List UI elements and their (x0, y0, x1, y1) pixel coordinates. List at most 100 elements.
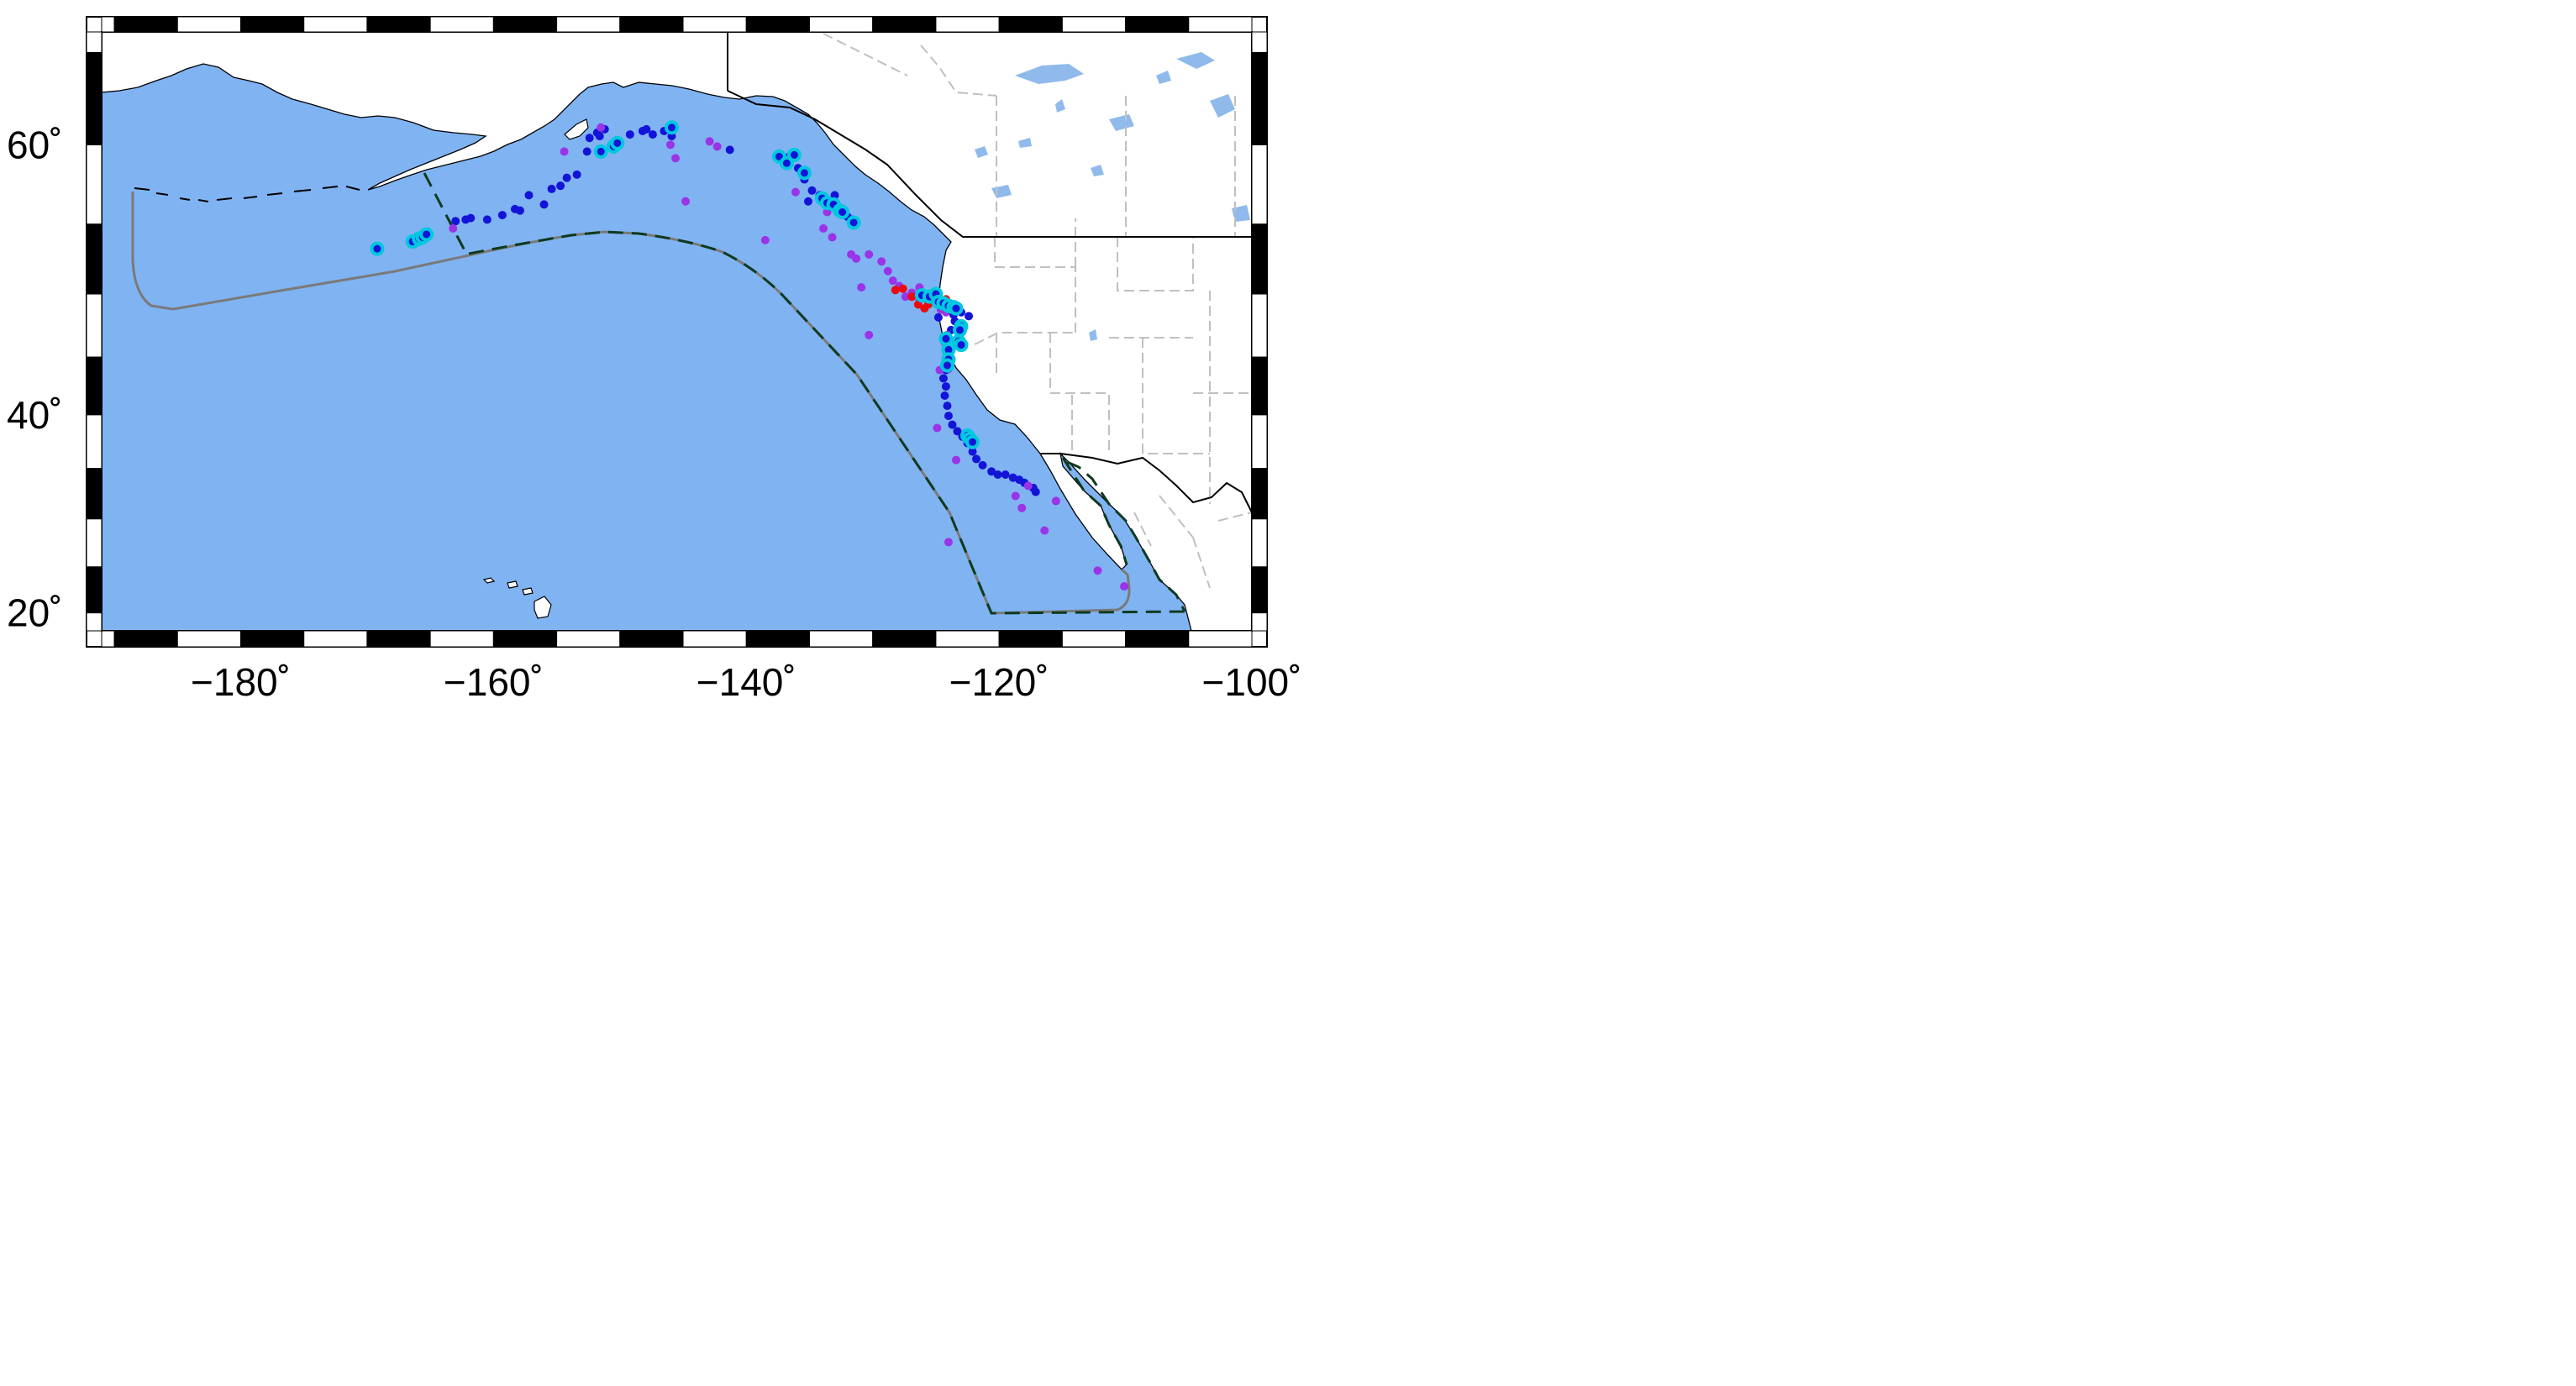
sampling-point (978, 460, 987, 470)
sampling-point (898, 284, 907, 293)
frame-segment-top (101, 16, 115, 33)
sampling-point (907, 292, 917, 302)
sampling-point (597, 123, 606, 132)
sampling-point (585, 134, 594, 143)
frame-segment-top (1188, 16, 1253, 33)
kodiak-island (564, 118, 589, 140)
sampling-point (665, 140, 675, 150)
frame-segment-right (1251, 612, 1268, 632)
sampling-point (664, 120, 679, 135)
sampling-point (515, 206, 524, 215)
frame-segment-bottom (101, 630, 115, 648)
lakes (975, 52, 1250, 341)
sampling-point (524, 191, 534, 200)
frame-segment-bottom (808, 630, 874, 648)
sampling-point (796, 165, 812, 181)
x-tick-label: −100˚ (1202, 660, 1302, 704)
sampling-point (846, 215, 861, 230)
frame-segment-bottom (872, 630, 937, 648)
sampling-point (865, 249, 874, 259)
frame-segment-bottom (998, 630, 1063, 648)
sampling-point (1093, 566, 1102, 575)
axis-labels: −180˚ −160˚ −140˚ −120˚ −100˚ 20˚ 40˚ 60˚ (7, 123, 1301, 704)
frame-segment-top (1125, 16, 1190, 33)
x-tick-label: −140˚ (697, 660, 796, 704)
frame-segment-right (1251, 144, 1268, 225)
sampling-point (933, 312, 943, 322)
frame-segment-top (176, 16, 241, 33)
frame-segment-bottom (1188, 630, 1253, 648)
sampling-point (648, 130, 657, 139)
sampling-point (572, 170, 581, 179)
frame-segment-bottom (492, 630, 558, 648)
sampling-point (852, 254, 861, 263)
sampling-point (725, 145, 734, 155)
sampling-point (562, 173, 571, 182)
sampling-point (497, 211, 507, 220)
sampling-point (593, 144, 608, 159)
frame-segment-right (1251, 31, 1268, 53)
frame-segment-left (86, 293, 103, 358)
sampling-point (1120, 582, 1129, 591)
frame-segment-top (745, 16, 810, 33)
frame-segment-bottom (935, 630, 1000, 648)
sampling-point (803, 197, 812, 206)
sampling-point (807, 186, 817, 195)
sampling-point (948, 420, 957, 429)
frame-segment-right (1251, 518, 1268, 568)
sampling-point (1023, 481, 1033, 491)
sampling-point (952, 323, 967, 338)
sampling-point (642, 124, 651, 134)
sampling-point (1001, 470, 1010, 479)
x-tick-label: −160˚ (444, 660, 544, 704)
sampling-point (865, 330, 874, 339)
frame-segment-bottom (176, 630, 241, 648)
sampling-point (786, 147, 802, 162)
sampling-point (938, 331, 954, 346)
sampling-point (819, 224, 828, 234)
x-tick-label: −180˚ (191, 660, 291, 704)
sampling-point (539, 200, 549, 209)
sampling-point (1011, 491, 1020, 501)
sampling-point (681, 197, 691, 206)
sampling-point (610, 135, 625, 150)
frame-segment-bottom (745, 630, 810, 648)
map-area (102, 32, 1252, 631)
frame-segment-right (1251, 223, 1268, 295)
sampling-point (944, 412, 953, 421)
sampling-points (370, 120, 1129, 591)
frame-segment-top (682, 16, 747, 33)
aleutian-islands (134, 186, 360, 202)
sampling-point (1008, 473, 1017, 482)
frame-segment-right (1251, 356, 1268, 416)
sampling-point (965, 312, 974, 321)
sampling-point (901, 292, 910, 302)
sampling-point (943, 402, 952, 411)
sampling-point (933, 423, 942, 433)
frame-segment-right (1251, 293, 1268, 358)
frame-segment-top (239, 16, 305, 33)
frame-segment-left (86, 51, 103, 145)
frame-segment-top (303, 16, 368, 33)
sampling-point (547, 184, 556, 193)
map-figure: −180˚ −160˚ −140˚ −120˚ −100˚ 20˚ 40˚ 60˚ (7, 16, 1301, 704)
frame-segment-top (429, 16, 494, 33)
frame-segment-top (935, 16, 1000, 33)
sampling-point (888, 276, 897, 286)
sampling-point (954, 338, 969, 353)
frame-segment-top (872, 16, 937, 33)
sampling-point (835, 204, 850, 219)
sampling-point (625, 130, 634, 139)
frame-segment-right (1251, 566, 1268, 614)
hawaii-islands (482, 577, 552, 619)
frame-segment-left (86, 468, 103, 520)
frame-segment-left (86, 144, 103, 225)
frame-segment-left (86, 223, 103, 295)
sampling-point (1031, 487, 1040, 496)
y-tick-label: 60˚ (7, 123, 62, 166)
sampling-point (791, 187, 800, 197)
frame-segment-top (1061, 16, 1127, 33)
international-borders (727, 32, 1252, 513)
sampling-point (972, 454, 981, 464)
sampling-point (760, 235, 770, 244)
